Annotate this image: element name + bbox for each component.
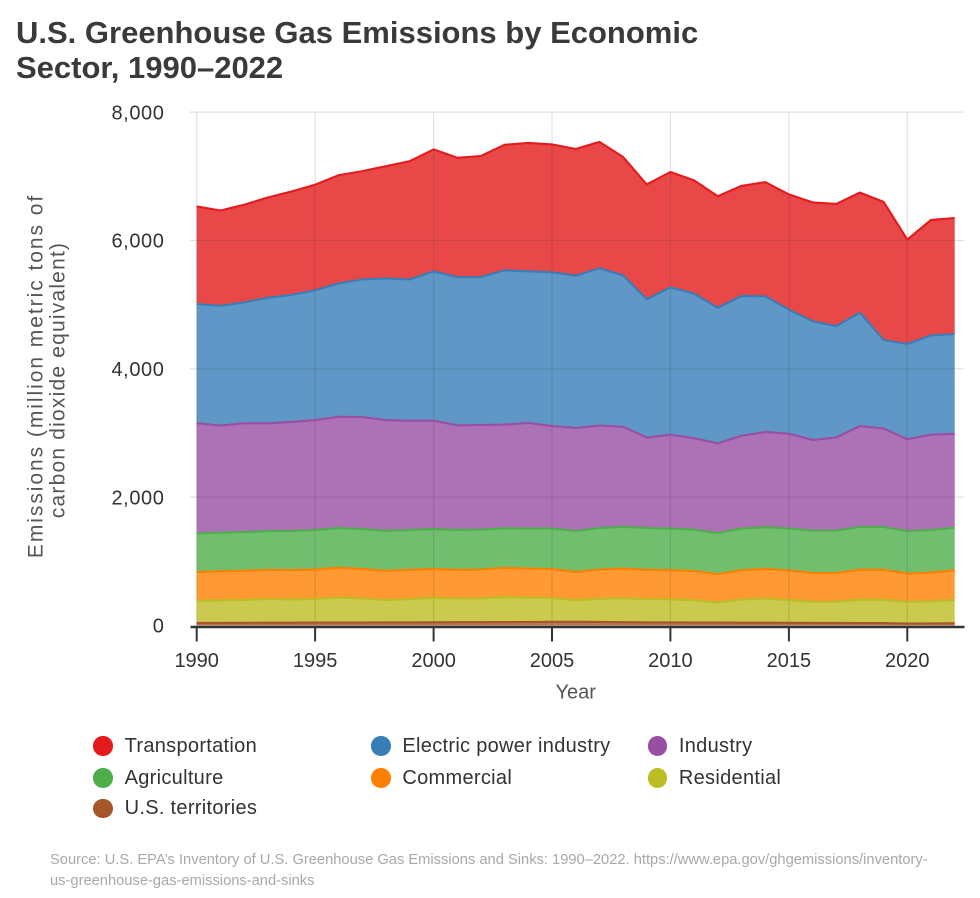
svg-text:Year: Year xyxy=(555,682,596,704)
svg-text:2,000: 2,000 xyxy=(111,487,164,509)
svg-text:2005: 2005 xyxy=(530,650,575,672)
svg-text:4,000: 4,000 xyxy=(111,359,164,381)
svg-text:2010: 2010 xyxy=(648,650,693,672)
svg-text:1990: 1990 xyxy=(174,650,219,672)
svg-text:2015: 2015 xyxy=(767,650,812,672)
svg-text:0: 0 xyxy=(153,616,165,638)
svg-text:2020: 2020 xyxy=(885,650,930,672)
svg-text:6,000: 6,000 xyxy=(111,231,164,253)
svg-text:carbon dioxide equivalent): carbon dioxide equivalent) xyxy=(47,242,70,518)
svg-text:1995: 1995 xyxy=(293,650,338,672)
svg-text:Emissions (million metric tons: Emissions (million metric tons of xyxy=(25,194,48,558)
svg-text:2000: 2000 xyxy=(411,650,456,672)
svg-text:8,000: 8,000 xyxy=(111,102,164,124)
